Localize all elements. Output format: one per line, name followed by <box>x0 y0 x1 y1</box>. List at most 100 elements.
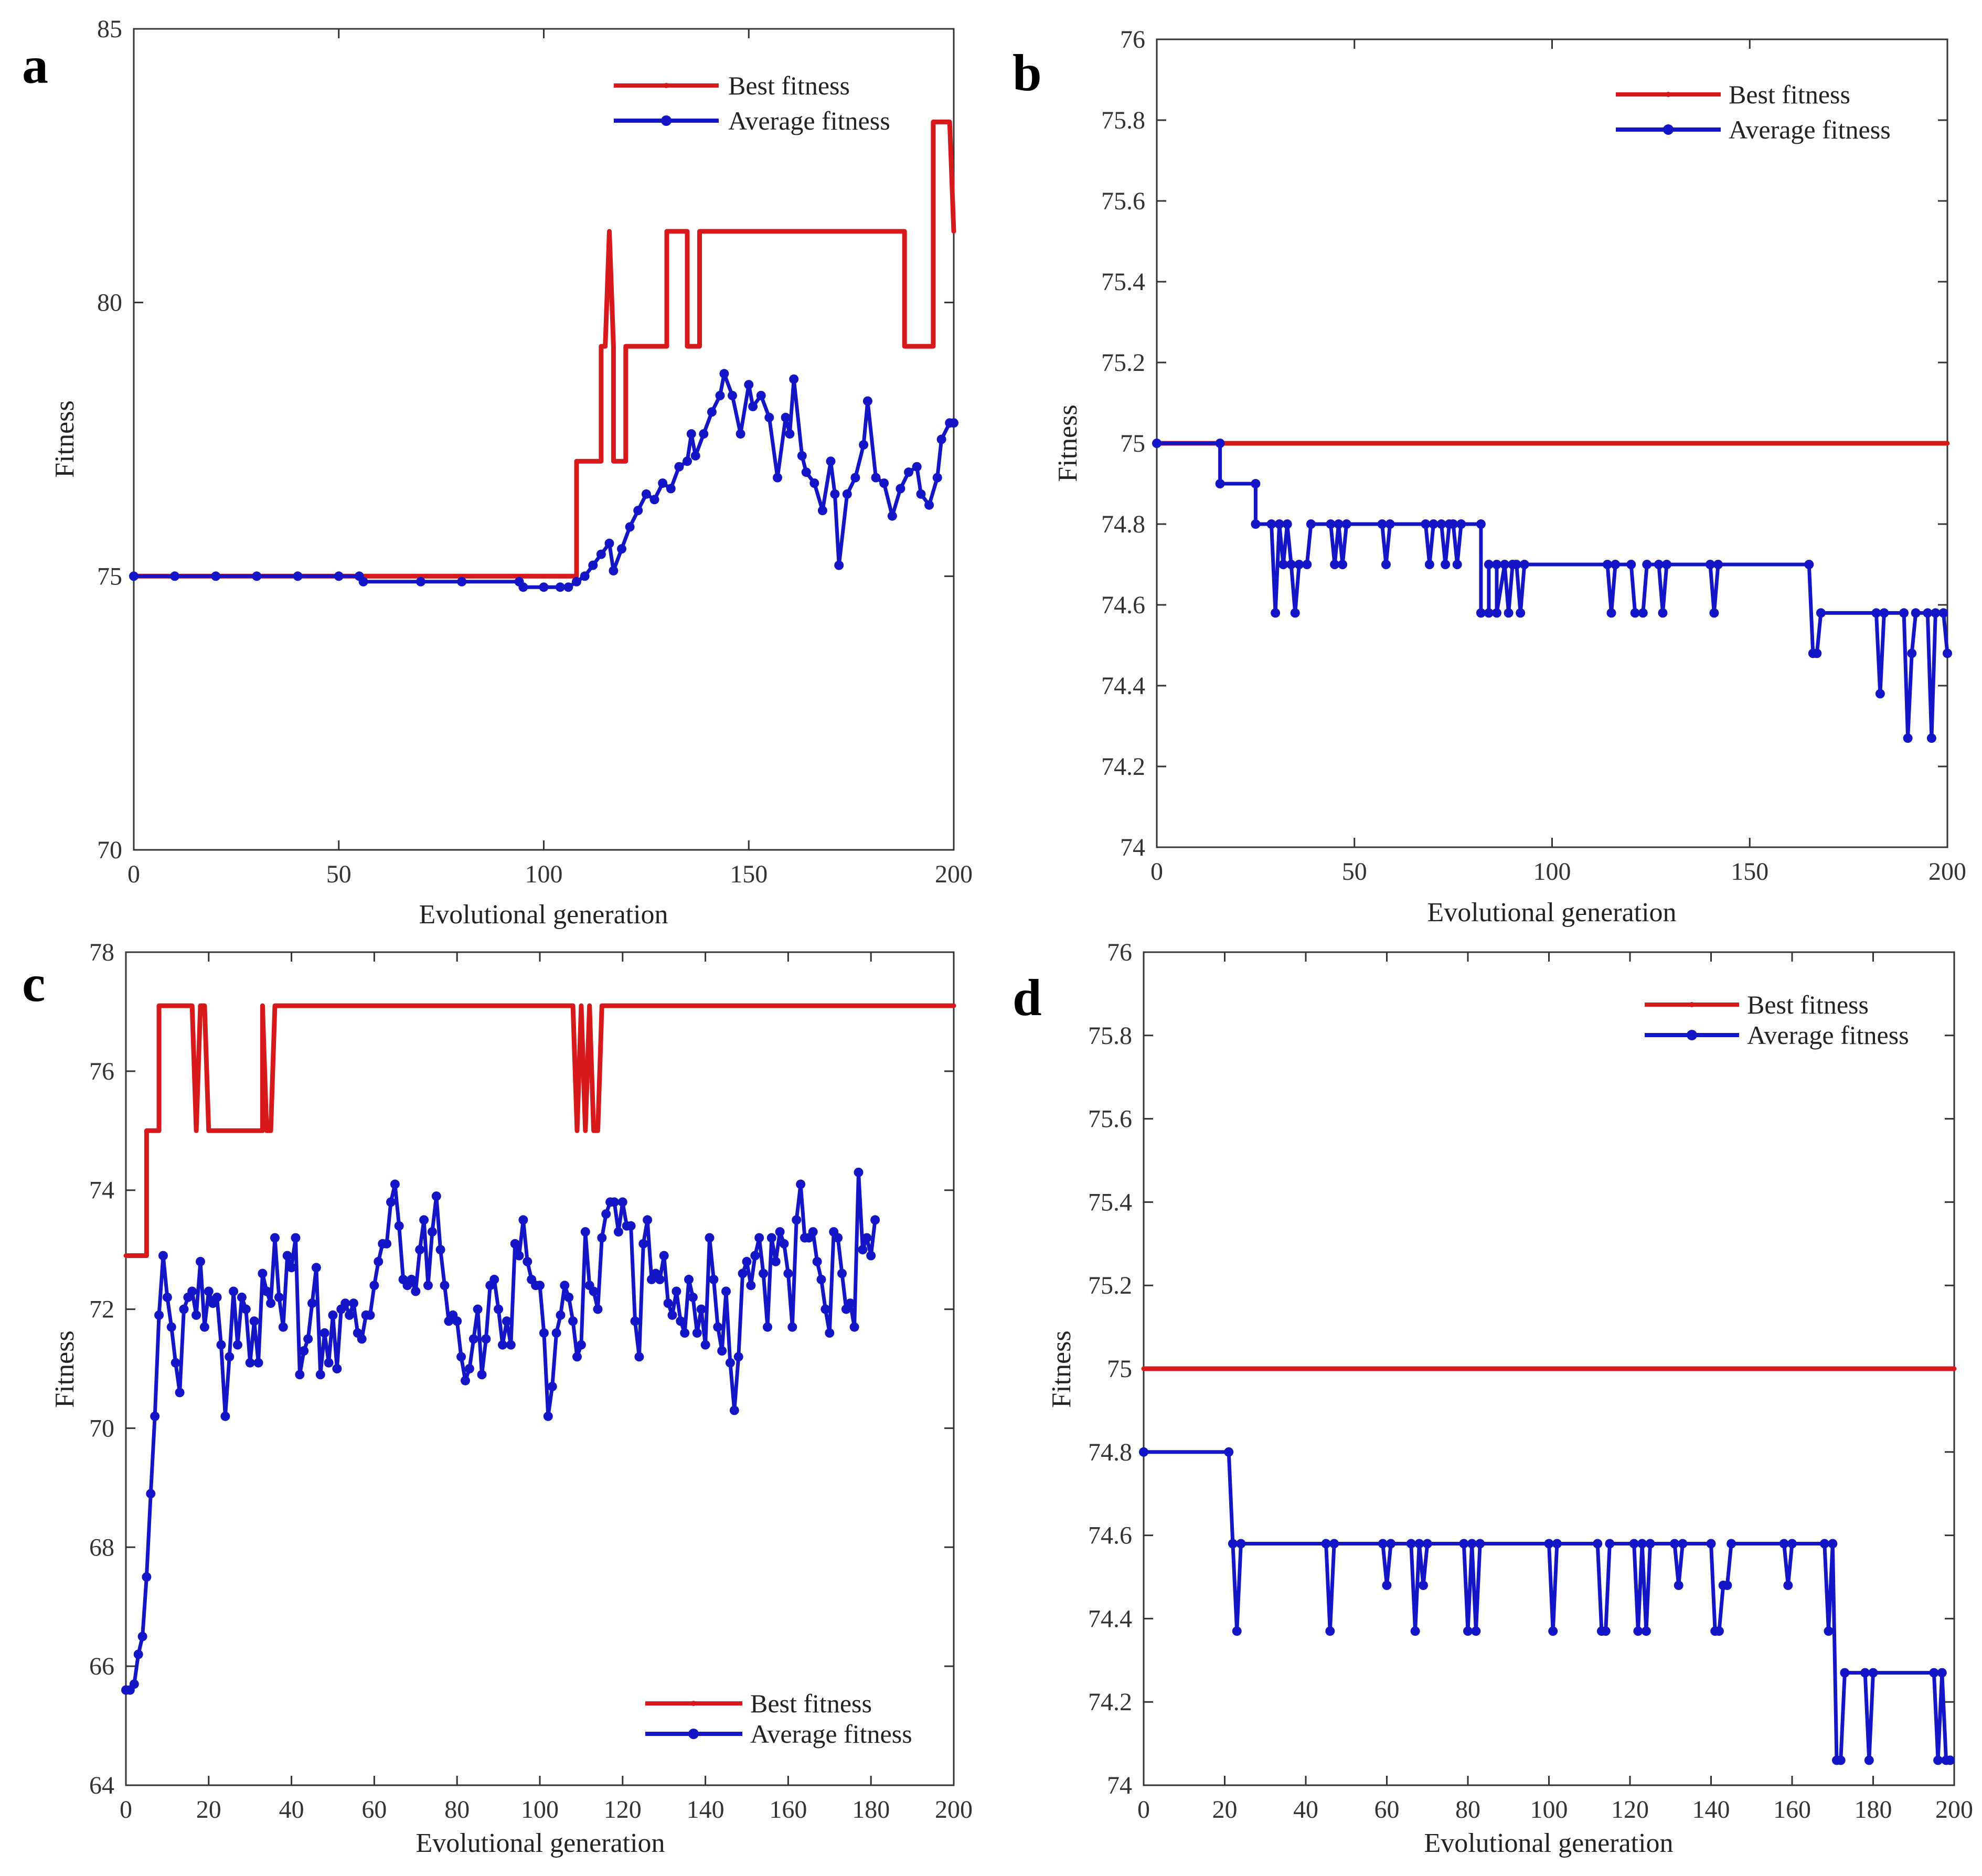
y-tick-label: 75.2 <box>1101 349 1145 377</box>
average-fitness-point <box>733 1352 743 1362</box>
average-fitness-point <box>220 1411 230 1421</box>
panel-a-ticks: 0 50 100 150 200 70 75 80 85 <box>97 15 973 888</box>
y-tick-label: 75 <box>1107 1355 1132 1383</box>
average-fitness-point <box>340 1298 350 1308</box>
y-tick-label: 68 <box>89 1533 114 1561</box>
x-tick-label: 40 <box>1293 1796 1318 1824</box>
average-fitness-point <box>1804 560 1814 569</box>
average-fitness-point <box>1467 1539 1477 1549</box>
average-fitness-point <box>311 1263 321 1273</box>
average-fitness-point <box>1436 519 1446 529</box>
average-fitness-point <box>1641 1626 1651 1636</box>
best-fitness-point <box>685 229 689 233</box>
x-tick-label: 180 <box>852 1796 890 1824</box>
x-tick-label: 50 <box>1342 858 1367 886</box>
average-fitness-point <box>1302 560 1312 569</box>
average-fitness-point <box>332 1364 342 1373</box>
average-fitness-point <box>563 582 573 592</box>
average-fitness-point <box>1606 608 1616 618</box>
average-fitness-point <box>715 391 725 400</box>
average-fitness-point <box>1645 1539 1655 1549</box>
average-fitness-point <box>303 1334 313 1344</box>
average-fitness-point <box>427 1227 437 1237</box>
average-fitness-point <box>291 1233 301 1243</box>
average-fitness-point <box>655 1274 665 1284</box>
average-fitness-point <box>837 1269 847 1278</box>
average-fitness-point <box>382 1239 392 1249</box>
average-fitness-point <box>278 1322 288 1332</box>
average-fitness-point <box>440 1281 450 1291</box>
average-fitness-point <box>555 582 565 592</box>
average-fitness-point <box>419 1215 429 1225</box>
panel-d-ticks: 0 20 40 60 80 100 120 140 160 180 200 74 74.2 74.4 74.… <box>1088 939 1973 1824</box>
legend-marker-average <box>1663 124 1674 135</box>
average-fitness-point <box>1637 1539 1647 1549</box>
average-fitness-point <box>1441 560 1451 569</box>
best-fitness-point <box>574 459 579 464</box>
average-fitness-point <box>825 1328 835 1338</box>
best-fitness-point <box>611 459 616 464</box>
best-fitness-point <box>260 1004 265 1008</box>
average-fitness-point <box>1329 1539 1339 1549</box>
average-fitness-point <box>1629 1539 1639 1549</box>
average-fitness-point <box>1860 1668 1870 1678</box>
y-tick-label: 75.8 <box>1101 106 1145 134</box>
legend-label-average: Average fitness <box>1747 1020 1909 1050</box>
average-fitness-point <box>862 396 872 406</box>
average-fitness-point <box>211 571 221 581</box>
average-fitness-point <box>572 1352 582 1362</box>
average-fitness-point <box>175 1388 185 1398</box>
average-fitness-point <box>216 1340 226 1350</box>
average-fitness-point <box>1286 560 1296 569</box>
panel-c: c 0 20 40 60 80 100 120 140 160 180 200 64 66 68 70 72 7… <box>22 939 973 1858</box>
average-fitness-point <box>580 1227 590 1237</box>
x-tick-label: 40 <box>279 1796 304 1824</box>
panel-b: b 0 50 100 150 200 74 74.2 74.4 74.6 74.8 75 75.2 75… <box>1013 26 1966 928</box>
average-fitness-point <box>1511 560 1521 569</box>
average-fitness-point <box>1306 519 1316 529</box>
y-tick-label: 75.4 <box>1088 1188 1132 1216</box>
average-fitness-point <box>1334 519 1344 529</box>
y-tick-label: 74.8 <box>1101 510 1145 538</box>
average-fitness-point <box>1456 519 1466 529</box>
average-fitness-point <box>638 1239 648 1249</box>
y-tick-label: 75.6 <box>1088 1105 1132 1133</box>
average-fitness-point <box>1215 439 1225 448</box>
best-fitness-point <box>599 459 603 464</box>
average-fitness-point <box>773 473 782 483</box>
average-fitness-point <box>1836 1755 1846 1765</box>
average-fitness-point <box>663 1298 673 1308</box>
x-tick-label: 100 <box>521 1796 559 1824</box>
x-tick-label: 140 <box>1692 1796 1730 1824</box>
average-fitness-point <box>597 1233 607 1243</box>
panel-c-xlabel: Evolutional generation <box>415 1828 665 1858</box>
average-fitness-point <box>494 1304 504 1314</box>
average-fitness-point <box>1422 1539 1432 1549</box>
best-fitness-point <box>902 344 907 349</box>
panel-c-ylabel: Fitness <box>50 1330 80 1408</box>
average-fitness-point <box>473 1304 483 1314</box>
x-tick-label: 80 <box>1455 1796 1480 1824</box>
best-fitness-point <box>931 120 935 124</box>
average-fitness-point <box>775 1227 785 1237</box>
average-fitness-point <box>199 1322 209 1332</box>
best-fitness-point <box>603 344 608 349</box>
average-fitness-point <box>162 1292 172 1302</box>
average-fitness-point <box>170 571 180 581</box>
average-fitness-point <box>1923 608 1933 618</box>
average-fitness-point <box>1875 689 1885 699</box>
average-fitness-point <box>672 1286 681 1296</box>
best-fitness-point <box>607 229 612 233</box>
average-fitness-point <box>158 1251 168 1261</box>
average-fitness-point <box>357 1334 367 1344</box>
average-fitness-point <box>1907 648 1917 658</box>
panel-d: d 0 20 40 60 80 100 120 140 160 180 200 74 74.2 74.4 7… <box>1013 939 1973 1858</box>
average-fitness-point <box>748 401 758 411</box>
average-fitness-point <box>1282 519 1292 529</box>
average-fitness-point <box>887 511 897 521</box>
panel-c-ticks: 0 20 40 60 80 100 120 140 160 180 200 64 66 68 70 72 74 7… <box>89 939 973 1824</box>
average-fitness-point <box>580 571 590 581</box>
average-fitness-point <box>1548 1626 1558 1636</box>
panel-a: a 0 50 100 150 200 70 75 80 85 Evolutional gener… <box>22 15 973 930</box>
average-fitness-point <box>282 1251 292 1261</box>
